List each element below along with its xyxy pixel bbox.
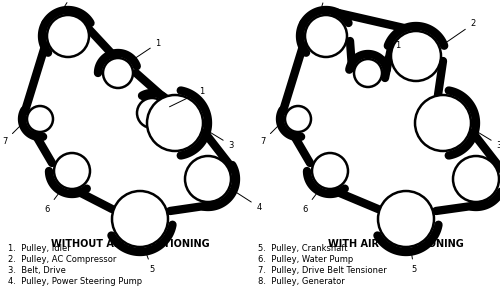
Text: 1: 1 [170, 86, 204, 107]
Text: 3.  Belt, Drive: 3. Belt, Drive [8, 266, 66, 275]
Circle shape [415, 95, 471, 151]
Text: 2.  Pulley, AC Compressor: 2. Pulley, AC Compressor [8, 255, 117, 264]
Text: 7.  Pulley, Drive Belt Tensioner: 7. Pulley, Drive Belt Tensioner [258, 266, 387, 275]
Text: 7: 7 [260, 121, 283, 146]
Text: 6: 6 [44, 191, 60, 214]
Circle shape [354, 59, 382, 87]
Text: WITHOUT AIR CONDITIONING: WITHOUT AIR CONDITIONING [50, 239, 209, 249]
Text: 4.  Pulley, Power Steering Pump: 4. Pulley, Power Steering Pump [8, 277, 142, 286]
Circle shape [54, 153, 90, 189]
Text: 3: 3 [206, 129, 234, 150]
Text: 6: 6 [302, 191, 318, 214]
Text: 1: 1 [378, 40, 400, 63]
Text: 7: 7 [2, 121, 25, 146]
Text: 8: 8 [322, 0, 328, 6]
Text: 5: 5 [412, 253, 416, 274]
Text: 4: 4 [234, 191, 262, 212]
Circle shape [391, 31, 441, 81]
Circle shape [185, 156, 231, 202]
Circle shape [312, 153, 348, 189]
Circle shape [147, 95, 203, 151]
Circle shape [27, 106, 53, 132]
Circle shape [137, 98, 167, 128]
Text: 5.  Pulley, Crankshaft: 5. Pulley, Crankshaft [258, 244, 348, 253]
Text: 3: 3 [474, 129, 500, 150]
Circle shape [305, 15, 347, 57]
Circle shape [103, 58, 133, 88]
Text: 1.  Pulley, Idler: 1. Pulley, Idler [8, 244, 71, 253]
Text: 1: 1 [130, 38, 160, 61]
Circle shape [378, 191, 434, 247]
Circle shape [285, 106, 311, 132]
Circle shape [47, 15, 89, 57]
Text: 6.  Pulley, Water Pump: 6. Pulley, Water Pump [258, 255, 353, 264]
Circle shape [112, 191, 168, 247]
Text: 2: 2 [444, 19, 476, 45]
Text: 5: 5 [146, 253, 154, 274]
Text: 8.  Pulley, Generator: 8. Pulley, Generator [258, 277, 345, 286]
Text: WITH AIR CONDITIONING: WITH AIR CONDITIONING [328, 239, 464, 249]
Circle shape [453, 156, 499, 202]
Text: 8: 8 [64, 0, 76, 7]
